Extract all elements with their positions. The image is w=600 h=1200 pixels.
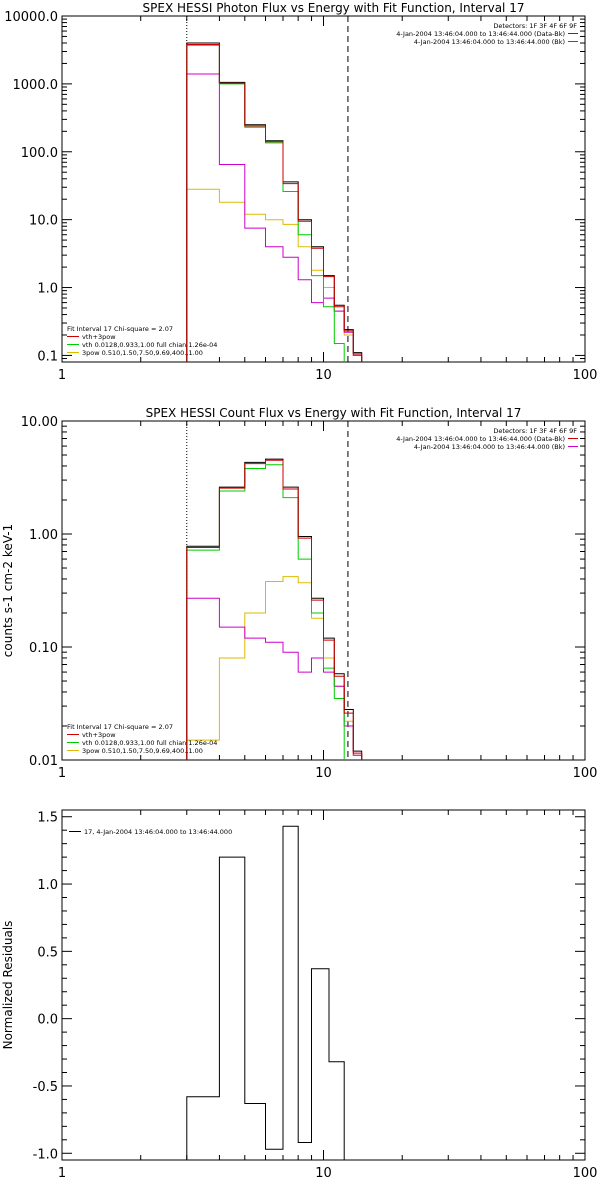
chart-1: SPEX HESSI Photon Flux vs Energy with Fi…	[4, 1, 597, 383]
info-line: Detectors: 1F 3F 4F 6F 9F	[493, 427, 577, 435]
plot-frame	[61, 809, 586, 1161]
series-1-line	[186, 458, 363, 760]
y-tick-label: 0.1	[37, 349, 58, 364]
x-tick-label: 10	[315, 368, 332, 383]
series-5-line	[186, 188, 363, 362]
x-tick-label: 10	[315, 766, 332, 781]
y-tick-label: 10.0	[29, 214, 58, 229]
info-line: Detectors: 1F 3F 4F 6F 9F	[493, 22, 577, 30]
y-tick-label: 1.5	[37, 811, 58, 826]
series-5-line	[186, 576, 363, 760]
x-axis: 1 10 100	[58, 810, 598, 1181]
legend-entry: vth+3pow	[82, 333, 116, 341]
series-4-line	[186, 73, 363, 362]
legend-entry: vth 0.0128,0.933,1.00 full chian 1.26e-0…	[82, 341, 217, 349]
plot-frame	[61, 15, 586, 363]
y-axis: 0.1 1.0 10.0 100.0 1000.0 10000.0	[4, 10, 585, 364]
y-tick-label: 0.5	[37, 945, 58, 960]
series-2-line	[186, 459, 363, 760]
series-3-line	[186, 464, 354, 760]
x-tick-label: 1	[58, 368, 66, 383]
legend: 17, 4-Jan-2004 13:46:04.000 to 13:46:44.…	[69, 828, 232, 836]
info-line: 4-Jan-2004 13:46:04.000 to 13:46:44.000 …	[396, 435, 565, 443]
y-tick-label: 0.10	[29, 641, 58, 656]
x-axis: 1 10 100	[58, 16, 598, 383]
legend-header: Fit Interval 17 Chi-square = 2.07	[67, 723, 173, 731]
y-tick-label: 1.00	[29, 528, 58, 543]
info-line: 4-Jan-2004 13:46:04.000 to 13:46:44.000 …	[414, 38, 565, 46]
legend-entry: 3pow 0.510,1.50,7.50,9.69,400.,1.00	[82, 349, 203, 357]
x-tick-label: 1	[58, 766, 66, 781]
info-line: 4-Jan-2004 13:46:04.000 to 13:46:44.000 …	[396, 30, 565, 38]
legend-header: Fit Interval 17 Chi-square = 2.07	[67, 325, 173, 333]
data-series	[186, 458, 363, 760]
legend-entry: 17, 4-Jan-2004 13:46:04.000 to 13:46:44.…	[84, 828, 232, 836]
chart-title: SPEX HESSI Photon Flux vs Energy with Fi…	[143, 1, 525, 15]
y-tick-label: 10.00	[21, 415, 58, 430]
chart-2: SPEX HESSI Count Flux vs Energy with Fit…	[1, 406, 598, 781]
legend: Fit Interval 17 Chi-square = 2.07vth+3po…	[67, 723, 217, 755]
data-series	[186, 825, 345, 1160]
info-line: 4-Jan-2004 13:46:04.000 to 13:46:44.000 …	[414, 443, 565, 451]
info-block: Detectors: 1F 3F 4F 6F 9F4-Jan-2004 13:4…	[396, 22, 578, 46]
plot-frame	[61, 420, 586, 761]
y-tick-label: 0.0	[37, 1013, 58, 1028]
y-tick-label: 100.0	[21, 146, 58, 161]
legend-entry: 3pow 0.510,1.50,7.50,9.69,400.,1.00	[82, 747, 203, 755]
legend-entry: vth+3pow	[82, 731, 116, 739]
legend-entry: vth 0.0128,0.933,1.00 full chian 1.26e-0…	[82, 739, 217, 747]
x-tick-label: 10	[315, 1166, 332, 1181]
y-tick-label: 1.0	[37, 878, 58, 893]
y-tick-label: 10000.0	[4, 10, 58, 25]
series-1-line	[186, 42, 363, 362]
series-4-line	[186, 597, 363, 760]
y-tick-label: 1.0	[37, 282, 58, 297]
y-tick-label: 0.01	[29, 754, 58, 769]
chart-3: 1 10 100 -1.0 -0.5 0.0 0.5 1.0 1.5 Normalized Res…	[1, 809, 598, 1181]
data-series	[186, 42, 363, 362]
series-2-line	[186, 44, 363, 362]
series-3-line	[186, 44, 354, 362]
legend: Fit Interval 17 Chi-square = 2.07vth+3po…	[67, 325, 217, 357]
info-block: Detectors: 1F 3F 4F 6F 9F4-Jan-2004 13:4…	[396, 427, 578, 451]
y-axis-label: Normalized Residuals	[1, 921, 15, 1050]
y-axis: -1.0 -0.5 0.0 0.5 1.0 1.5	[33, 811, 585, 1162]
series-1-line	[186, 825, 345, 1160]
x-tick-label: 100	[573, 1166, 598, 1181]
x-axis: 1 10 100	[58, 421, 598, 781]
y-axis: 0.01 0.10 1.00 10.00	[21, 415, 585, 769]
chart-title: SPEX HESSI Count Flux vs Energy with Fit…	[146, 406, 522, 420]
y-tick-label: -0.5	[33, 1080, 58, 1095]
y-tick-label: -1.0	[33, 1147, 58, 1162]
x-tick-label: 100	[573, 766, 598, 781]
x-tick-label: 100	[573, 368, 598, 383]
y-tick-label: 1000.0	[13, 78, 59, 93]
x-tick-label: 1	[58, 1166, 66, 1181]
y-axis-label: counts s-1 cm-2 keV-1	[1, 524, 15, 657]
